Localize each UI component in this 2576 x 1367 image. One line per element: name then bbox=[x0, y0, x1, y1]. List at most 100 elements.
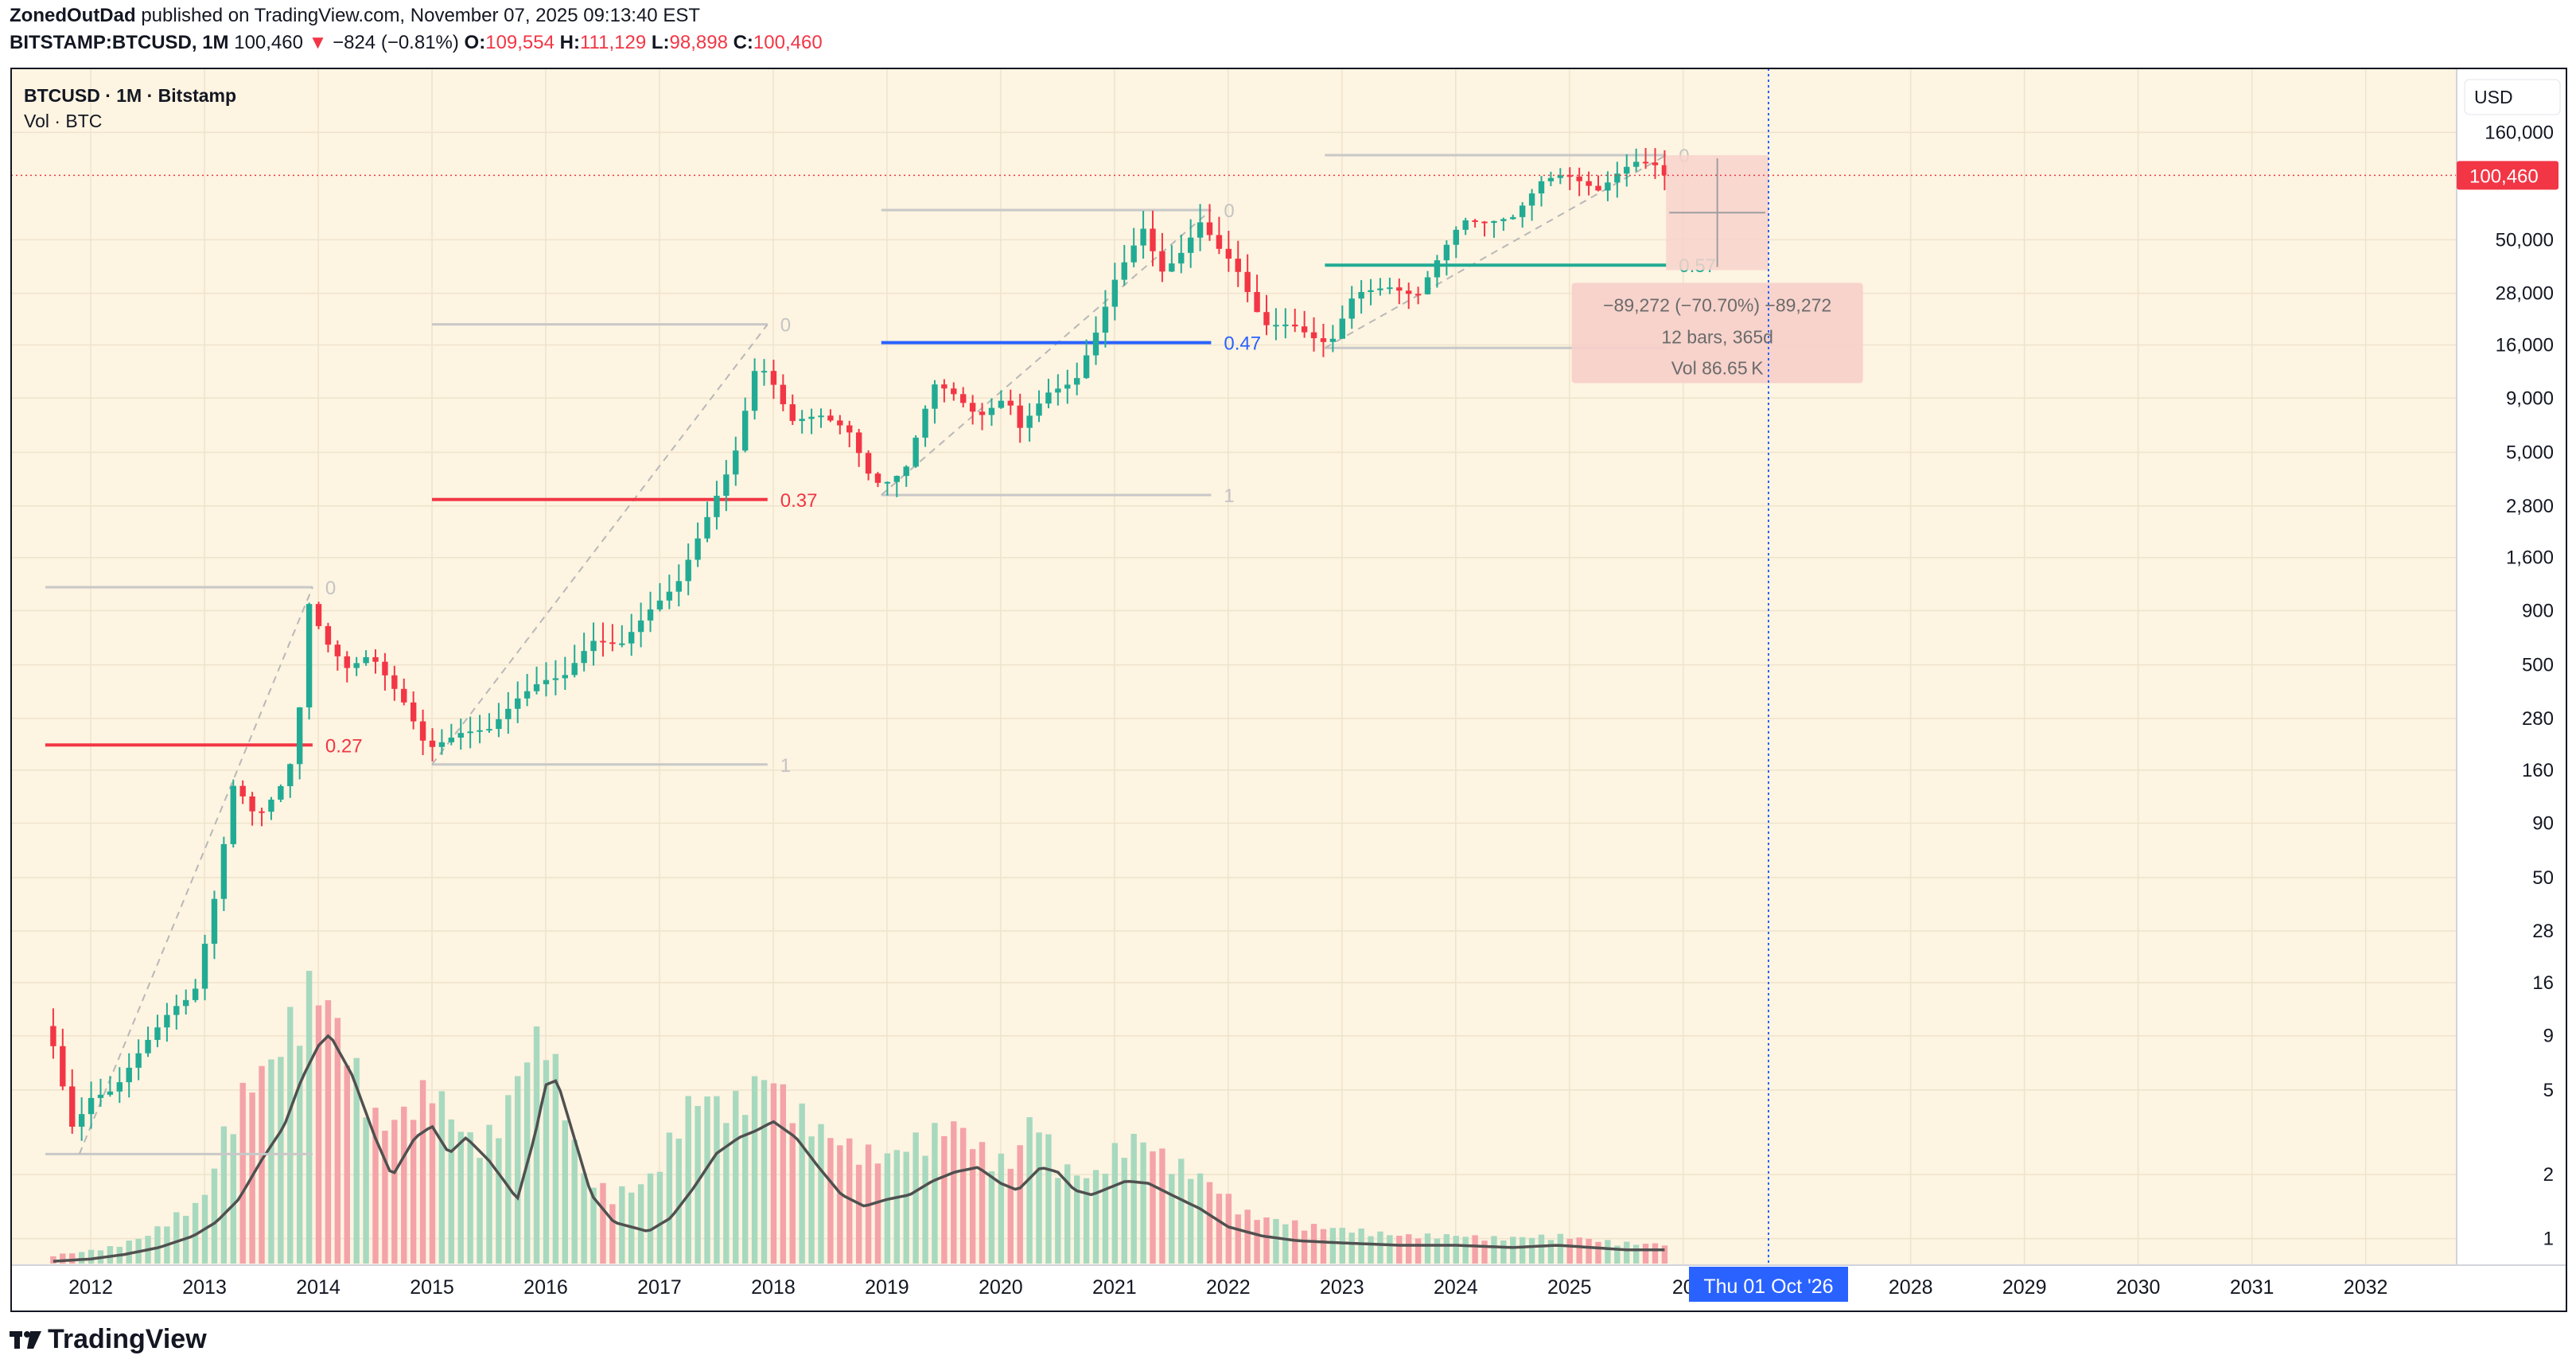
price-tick-label: 160,000 bbox=[2485, 122, 2554, 143]
tradingview-brand[interactable]: TradingView bbox=[10, 1324, 207, 1355]
pane-title[interactable]: BTCUSD · 1M · Bitstamp bbox=[24, 85, 236, 106]
measure-info-box bbox=[1571, 282, 1863, 384]
price-badge-value: 100,460 bbox=[2469, 166, 2539, 187]
volume-bar bbox=[315, 1005, 322, 1264]
time-axis[interactable] bbox=[11, 1265, 2566, 1311]
currency-button[interactable] bbox=[2464, 79, 2561, 115]
candle-body bbox=[552, 678, 559, 680]
volume-bar bbox=[1377, 1231, 1383, 1264]
volume-bar bbox=[1102, 1174, 1109, 1264]
candle-body bbox=[1301, 326, 1308, 333]
volume-bar bbox=[1187, 1178, 1194, 1264]
candle-body bbox=[211, 898, 218, 944]
price-axis[interactable] bbox=[2457, 68, 2566, 1265]
volume-bar bbox=[1472, 1235, 1478, 1264]
trend-line bbox=[78, 586, 313, 1155]
currency-label[interactable]: USD bbox=[2474, 87, 2513, 107]
candle-body bbox=[1083, 355, 1090, 379]
volume-bar bbox=[922, 1155, 928, 1264]
volume-bar bbox=[675, 1138, 682, 1264]
last-price: 100,460 bbox=[234, 32, 303, 53]
volume-bar bbox=[723, 1123, 730, 1264]
time-tick-label: 2020 bbox=[979, 1276, 1023, 1299]
volume-bar bbox=[401, 1106, 407, 1264]
candle-body bbox=[401, 688, 407, 703]
volume-bar bbox=[543, 1060, 550, 1264]
volume-legend[interactable]: Vol · BTC bbox=[24, 111, 102, 131]
candle-body bbox=[1576, 176, 1582, 181]
volume-bar bbox=[496, 1138, 502, 1264]
time-tick-label: 2014 bbox=[296, 1276, 340, 1299]
candle-body bbox=[951, 388, 957, 395]
volume-bar bbox=[1491, 1236, 1497, 1264]
candle-body bbox=[268, 799, 274, 812]
publisher-name[interactable]: ZonedOutDad bbox=[10, 5, 136, 26]
volume-bar bbox=[448, 1119, 455, 1264]
candle-body bbox=[126, 1067, 132, 1083]
volume-bar bbox=[1045, 1134, 1052, 1264]
publish-header: ZonedOutDad published on TradingView.com… bbox=[10, 5, 700, 27]
measure-change: −89,272 (−70.70%) −89,272 bbox=[1603, 294, 1831, 315]
volume-bar bbox=[1026, 1117, 1033, 1264]
candle-body bbox=[1519, 205, 1526, 217]
volume-bar bbox=[609, 1204, 616, 1264]
trend-line bbox=[881, 209, 1212, 496]
candle-body bbox=[1102, 306, 1109, 333]
volume-bar bbox=[1310, 1224, 1317, 1264]
candle-body bbox=[1178, 252, 1185, 264]
volume-bar bbox=[1017, 1145, 1023, 1264]
volume-bar bbox=[837, 1145, 843, 1264]
volume-bar bbox=[382, 1131, 388, 1264]
time-tick-label: 2032 bbox=[2344, 1276, 2388, 1299]
volume-bar bbox=[951, 1121, 957, 1264]
price-tick-label: 50,000 bbox=[2496, 229, 2554, 251]
candle-body bbox=[1434, 260, 1441, 278]
volume-bar bbox=[268, 1059, 274, 1264]
fib-drawings[interactable]: 0010100.270.370.470.57 bbox=[45, 146, 1716, 1155]
candle-body bbox=[846, 425, 853, 433]
chart-grid bbox=[11, 68, 2457, 1265]
volume-bar bbox=[562, 1120, 568, 1264]
price-tick-label: 16 bbox=[2532, 972, 2554, 994]
candle-body bbox=[467, 731, 473, 734]
candle-body bbox=[1092, 333, 1099, 356]
candle-body bbox=[173, 1006, 180, 1015]
candle-body bbox=[145, 1039, 151, 1053]
volume-bar bbox=[874, 1163, 881, 1264]
measure-volume: Vol 86.65 K bbox=[1671, 357, 1765, 378]
symbol-label[interactable]: BITSTAMP:BTCUSD, 1M bbox=[10, 32, 229, 53]
candle-body bbox=[1605, 182, 1611, 191]
volume-bar bbox=[477, 1158, 483, 1264]
candle-body bbox=[770, 371, 777, 385]
price-tick-label: 2,800 bbox=[2506, 496, 2554, 517]
volume-bar bbox=[1519, 1237, 1526, 1264]
volume-bar bbox=[988, 1171, 995, 1264]
volume-bar bbox=[363, 1117, 369, 1264]
volume-bar bbox=[1197, 1173, 1204, 1264]
volume-bar bbox=[571, 1139, 578, 1264]
candle-body bbox=[1064, 384, 1071, 389]
price-tick-label: 28,000 bbox=[2496, 283, 2554, 305]
candle-body bbox=[1414, 294, 1422, 296]
candle-body bbox=[220, 843, 228, 899]
candle-body bbox=[1624, 166, 1630, 174]
candle-body bbox=[1424, 277, 1431, 294]
candle-body bbox=[818, 415, 824, 418]
volume-bar bbox=[903, 1151, 909, 1264]
candle-body bbox=[334, 645, 341, 656]
candle-body bbox=[372, 656, 379, 662]
price-tick-label: 160 bbox=[2522, 760, 2554, 781]
candle-body bbox=[1111, 279, 1119, 307]
candle-body bbox=[733, 450, 739, 475]
candle-body bbox=[296, 707, 303, 765]
time-tick-label: 2022 bbox=[1206, 1276, 1251, 1299]
candle-body bbox=[1528, 193, 1535, 206]
candle-body bbox=[590, 641, 597, 652]
candles bbox=[50, 148, 1668, 1141]
candle-body bbox=[1406, 290, 1412, 294]
volume-bar bbox=[1263, 1217, 1270, 1264]
measure-tool[interactable]: −89,272 (−70.70%) −89,272 12 bars, 365d … bbox=[1571, 155, 1863, 384]
candle-body bbox=[1547, 177, 1555, 181]
trend-line bbox=[431, 324, 769, 765]
